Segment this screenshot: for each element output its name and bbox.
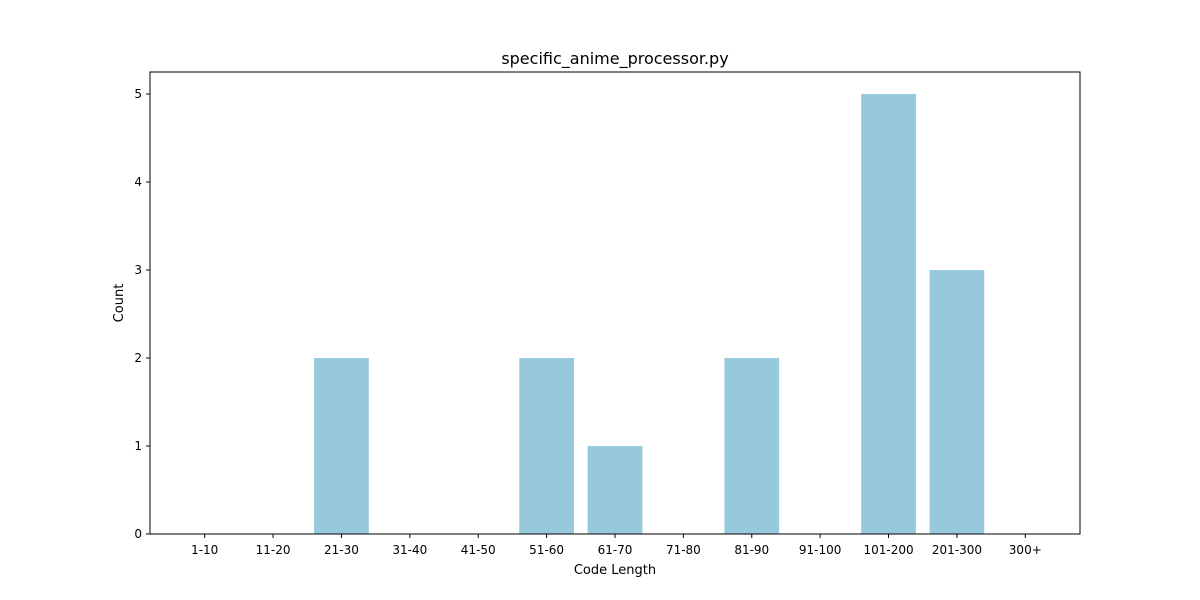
x-tick-label: 101-200 [863,543,913,557]
y-axis-label: Count [112,284,127,323]
bar-101-200 [861,94,916,534]
x-axis-label: Code Length [574,563,656,578]
x-tick-label: 201-300 [932,543,982,557]
bar-61-70 [587,446,643,534]
y-tick-label: 0 [134,527,142,541]
x-tick-label: 11-20 [256,543,291,557]
x-axis-ticks: 1-10 11-20 21-30 31-40 41-50 51-60 61-70 71-80 8… [191,534,1042,557]
y-tick-label: 2 [134,351,142,365]
bar-81-90 [724,358,780,534]
x-tick-label: 21-30 [324,543,359,557]
x-tick-label: 31-40 [392,543,427,557]
y-tick-label: 3 [134,263,142,277]
plot-frame [149,71,1081,535]
x-tick-label: 71-80 [666,543,701,557]
bar-51-60 [519,358,574,534]
x-tick-label: 91-100 [799,543,842,557]
x-tick-label: 300+ [1009,543,1042,557]
x-tick-label: 1-10 [191,543,218,557]
y-tick-label: 1 [134,439,142,453]
y-tick-label: 5 [134,87,142,101]
y-axis-ticks: 0 1 2 3 4 5 [134,87,150,541]
bars-group [314,94,985,534]
x-tick-label: 61-70 [598,543,633,557]
chart-title: specific_anime_processor.py [501,49,728,69]
x-tick-label: 81-90 [734,543,769,557]
x-tick-label: 41-50 [461,543,496,557]
x-tick-label: 51-60 [529,543,564,557]
y-tick-label: 4 [134,175,142,189]
bar-201-300 [929,270,985,534]
bar-21-30 [314,358,369,534]
